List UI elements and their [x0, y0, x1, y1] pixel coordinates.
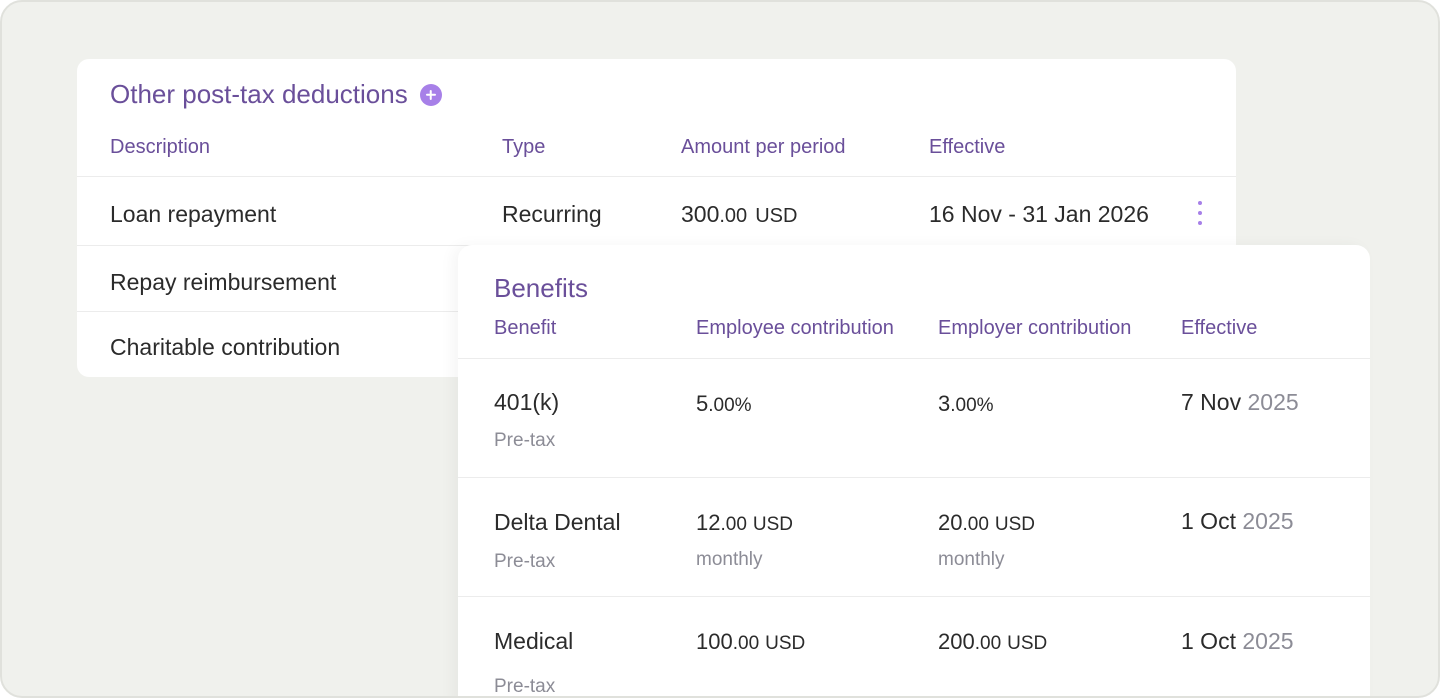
column-header-employee-contribution: Employee contribution	[696, 317, 894, 339]
deduction-type: Recurring	[502, 201, 602, 227]
amount-integer: 300	[681, 201, 720, 227]
benefit-name: 401(k)	[494, 389, 560, 415]
benefit-effective-date: 7 Nov 2025	[1181, 389, 1299, 416]
employee-contribution: 5.00%	[696, 391, 752, 417]
value-decimal: .00	[974, 633, 1002, 654]
amount-currency: USD	[755, 205, 798, 227]
deduction-amount: 300.00 USD	[681, 201, 797, 228]
effective-day-month: 1 Oct	[1181, 508, 1236, 534]
value-currency: USD	[752, 514, 794, 535]
amount-decimal: .00	[719, 205, 748, 227]
row-divider	[77, 176, 1236, 177]
employer-contribution: 20.00 USD	[938, 510, 1035, 536]
row-divider	[458, 358, 1370, 359]
effective-year: 2025	[1242, 508, 1294, 534]
value-decimal: .00	[962, 514, 989, 535]
column-header-description: Description	[110, 136, 211, 158]
value-decimal: .00	[720, 514, 747, 535]
effective-year: 2025	[1242, 628, 1294, 654]
benefits-title: Benefits	[494, 273, 588, 303]
column-header-type: Type	[502, 136, 546, 158]
row-divider	[458, 596, 1370, 597]
deductions-title: Other post-tax deductions	[110, 79, 442, 110]
benefits-card: Benefits Benefit Employee contribution E…	[458, 245, 1370, 697]
benefit-effective-date: 1 Oct 2025	[1181, 628, 1294, 655]
value-integer: 3	[938, 391, 951, 416]
value-integer: 5	[696, 391, 709, 416]
value-currency: USD	[765, 633, 806, 654]
column-header-effective: Effective	[1181, 317, 1258, 339]
row-divider	[458, 477, 1370, 478]
column-header-effective: Effective	[929, 136, 1006, 158]
more-options-icon[interactable]	[1193, 201, 1207, 229]
benefit-tax-type: Pre-tax	[494, 676, 556, 697]
employee-contribution-frequency: monthly	[696, 549, 763, 570]
employer-contribution: 3.00%	[938, 391, 994, 417]
column-header-amount: Amount per period	[681, 136, 846, 158]
value-currency: USD	[1007, 633, 1048, 654]
value-integer: 200	[938, 629, 975, 654]
deduction-description: Repay reimbursement	[110, 269, 337, 295]
benefit-tax-type: Pre-tax	[494, 430, 556, 451]
effective-day-month: 7 Nov	[1181, 389, 1242, 415]
employer-contribution-frequency: monthly	[938, 549, 1005, 570]
employee-contribution: 12.00 USD	[696, 510, 793, 536]
benefit-name: Delta Dental	[494, 509, 621, 535]
value-decimal: .00	[732, 633, 760, 654]
deduction-description: Loan repayment	[110, 201, 277, 227]
deduction-description: Charitable contribution	[110, 334, 341, 360]
value-decimal: .00%	[950, 395, 994, 416]
effective-day-month: 1 Oct	[1181, 628, 1236, 654]
effective-year: 2025	[1247, 389, 1299, 415]
deduction-effective: 16 Nov - 31 Jan 2026	[929, 201, 1149, 227]
value-integer: 100	[696, 629, 733, 654]
benefit-tax-type: Pre-tax	[494, 551, 556, 572]
column-header-employer-contribution: Employer contribution	[938, 317, 1132, 339]
add-deduction-icon[interactable]	[419, 83, 442, 106]
deductions-title-text: Other post-tax deductions	[110, 79, 408, 109]
value-decimal: .00%	[708, 395, 752, 416]
value-currency: USD	[994, 514, 1036, 535]
employer-contribution: 200.00 USD	[938, 629, 1047, 655]
benefit-name: Medical	[494, 628, 574, 654]
benefit-effective-date: 1 Oct 2025	[1181, 508, 1294, 535]
value-integer: 12	[696, 510, 721, 535]
value-integer: 20	[938, 510, 963, 535]
employee-contribution: 100.00 USD	[696, 629, 805, 655]
column-header-benefit: Benefit	[494, 317, 557, 339]
